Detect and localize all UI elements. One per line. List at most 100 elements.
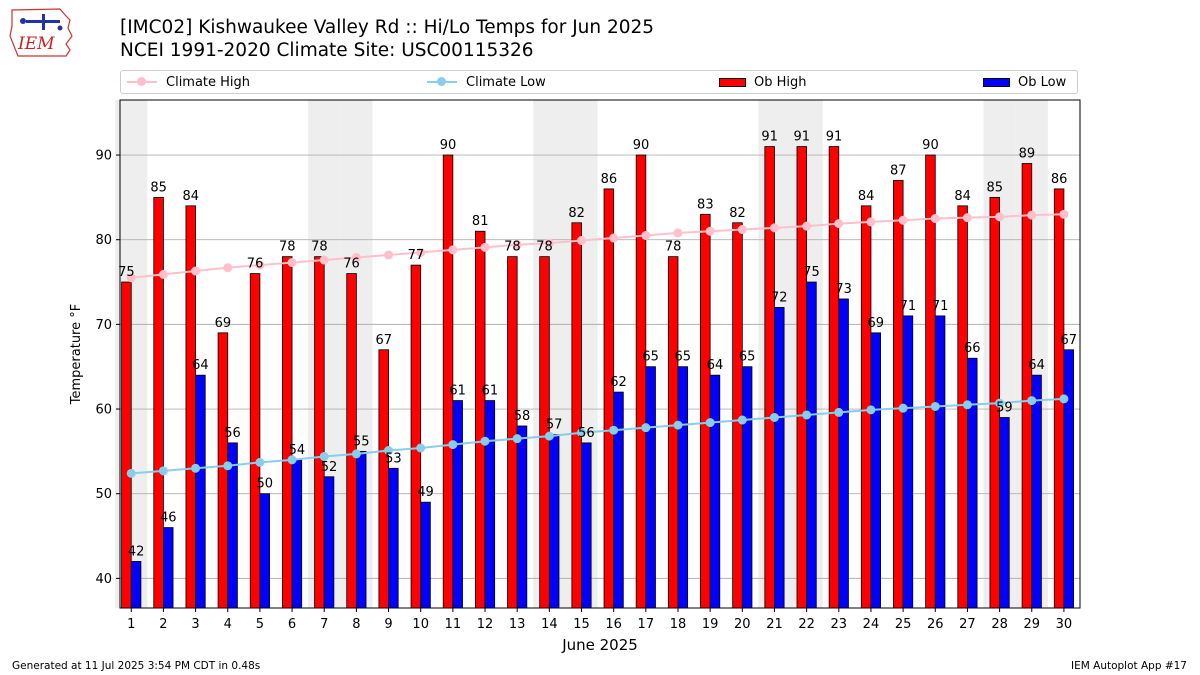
climate-low-point-14 (544, 431, 554, 441)
legend-item-climate-low: Climate Low (427, 71, 546, 93)
climate-low-point-17 (641, 423, 651, 433)
ob-low-bar-21 (774, 307, 785, 609)
y-axis-label: Temperature °F (69, 304, 84, 405)
ob-low-bar-12 (484, 400, 496, 609)
ob-low-label-17: 65 (642, 350, 659, 365)
x-tick-label-28: 28 (991, 617, 1008, 632)
ob-low-label-10: 49 (417, 485, 434, 500)
climate-high-point-24 (866, 217, 876, 227)
climate-high-point-7 (319, 255, 329, 265)
ob-low-label-4: 56 (224, 426, 241, 441)
climate-high-swatch (127, 77, 157, 86)
climate-low-point-25 (898, 403, 908, 413)
climate-low-point-24 (866, 405, 876, 415)
ob-high-bar-16 (603, 188, 615, 609)
ob-high-label-7: 78 (311, 240, 328, 255)
climate-high-point-6 (287, 258, 297, 268)
climate-low-point-27 (962, 400, 972, 410)
ob-low-swatch (983, 77, 1010, 87)
x-tick-label-12: 12 (477, 617, 494, 632)
x-tick-label-27: 27 (959, 617, 976, 632)
ob-low-label-1: 42 (128, 544, 145, 559)
climate-high-point-30 (1059, 209, 1069, 219)
y-tick-label-50: 50 (95, 487, 112, 502)
x-tick-label-14: 14 (541, 617, 558, 632)
climate-low-point-5 (255, 457, 265, 467)
ob-high-bar-4 (217, 332, 229, 609)
ob-low-label-12: 61 (482, 384, 499, 399)
ob-high-label-10: 77 (408, 248, 425, 263)
climate-high-line (131, 213, 1064, 279)
ob-low-label-26: 71 (932, 299, 949, 314)
chart-subtitle: NCEI 1991-2020 Climate Site: USC00115326 (120, 40, 534, 61)
climate-high-point-9 (384, 250, 394, 260)
ob-low-label-29: 64 (1028, 358, 1045, 373)
ob-low-label-18: 65 (675, 350, 692, 365)
ob-high-label-20: 82 (729, 206, 746, 221)
ob-high-bar-6 (282, 256, 293, 609)
ob-high-bar-26 (925, 154, 936, 609)
climate-high-point-12 (480, 242, 490, 252)
x-tick-label-19: 19 (702, 617, 719, 632)
plot-frame (119, 99, 1081, 609)
legend-label-ob-high: Ob High (754, 74, 807, 90)
ob-high-bar-25 (893, 180, 904, 609)
ob-high-bar-23 (828, 146, 840, 609)
climate-low-point-7 (319, 451, 329, 461)
climate-high-point-19 (705, 226, 715, 236)
climate-high-point-23 (834, 219, 844, 229)
y-tick-label-80: 80 (95, 233, 112, 248)
chart-title: [IMC02] Kishwaukee Valley Rd :: Hi/Lo Te… (120, 17, 655, 38)
legend-item-ob-low: Ob Low (983, 71, 1066, 93)
legend-label-climate-low: Climate Low (466, 74, 546, 90)
climate-high-point-28 (995, 212, 1005, 222)
ob-high-bar-19 (700, 213, 711, 609)
climate-low-point-30 (1059, 394, 1069, 404)
ob-low-bar-22 (806, 281, 817, 609)
ob-high-label-29: 89 (1019, 147, 1036, 162)
ob-low-bar-6 (291, 459, 303, 609)
ob-low-label-5: 50 (256, 477, 273, 492)
ob-high-bar-17 (635, 154, 647, 609)
ob-high-label-30: 86 (1051, 172, 1068, 187)
x-tick-label-11: 11 (445, 617, 462, 632)
ob-low-label-25: 71 (900, 299, 917, 314)
ob-high-label-24: 84 (858, 189, 875, 204)
ob-low-label-19: 64 (707, 358, 724, 373)
x-tick-label-13: 13 (509, 617, 526, 632)
ob-high-label-12: 81 (472, 214, 489, 229)
climate-low-point-3 (191, 463, 201, 473)
x-tick-label-17: 17 (638, 617, 655, 632)
ob-high-label-6: 78 (279, 240, 296, 255)
climate-low-point-9 (384, 446, 394, 456)
ob-low-bar-19 (709, 374, 721, 609)
ob-low-bar-3 (195, 374, 206, 609)
x-tick-label-1: 1 (127, 617, 135, 632)
ob-low-label-11: 61 (449, 384, 466, 399)
ob-low-bar-14 (548, 434, 560, 609)
climate-low-point-12 (480, 436, 490, 446)
ob-high-bar-20 (732, 222, 743, 609)
ob-low-bar-25 (902, 315, 914, 609)
x-tick-label-16: 16 (605, 617, 622, 632)
climate-low-point-13 (512, 434, 522, 444)
x-tick-label-10: 10 (412, 617, 429, 632)
ob-high-label-17: 90 (633, 138, 650, 153)
climate-low-point-16 (609, 425, 619, 435)
ob-high-label-5: 76 (247, 257, 264, 272)
legend-item-climate-high: Climate High (127, 71, 250, 93)
ob-high-label-28: 85 (987, 180, 1004, 195)
ob-low-bar-1 (130, 561, 142, 609)
legend-label-ob-low: Ob Low (1018, 74, 1067, 90)
ob-high-bar-21 (764, 146, 775, 609)
ob-low-label-27: 66 (964, 341, 981, 356)
y-tick-label-90: 90 (95, 149, 112, 164)
ob-low-bar-10 (420, 501, 431, 609)
ob-high-bar-15 (571, 222, 582, 609)
ob-high-label-26: 90 (922, 138, 939, 153)
ob-low-bar-8 (355, 450, 367, 609)
ob-low-bar-16 (613, 391, 624, 609)
ob-low-label-8: 55 (353, 434, 370, 449)
ob-high-bar-29 (1021, 163, 1033, 609)
x-tick-label-15: 15 (573, 617, 590, 632)
